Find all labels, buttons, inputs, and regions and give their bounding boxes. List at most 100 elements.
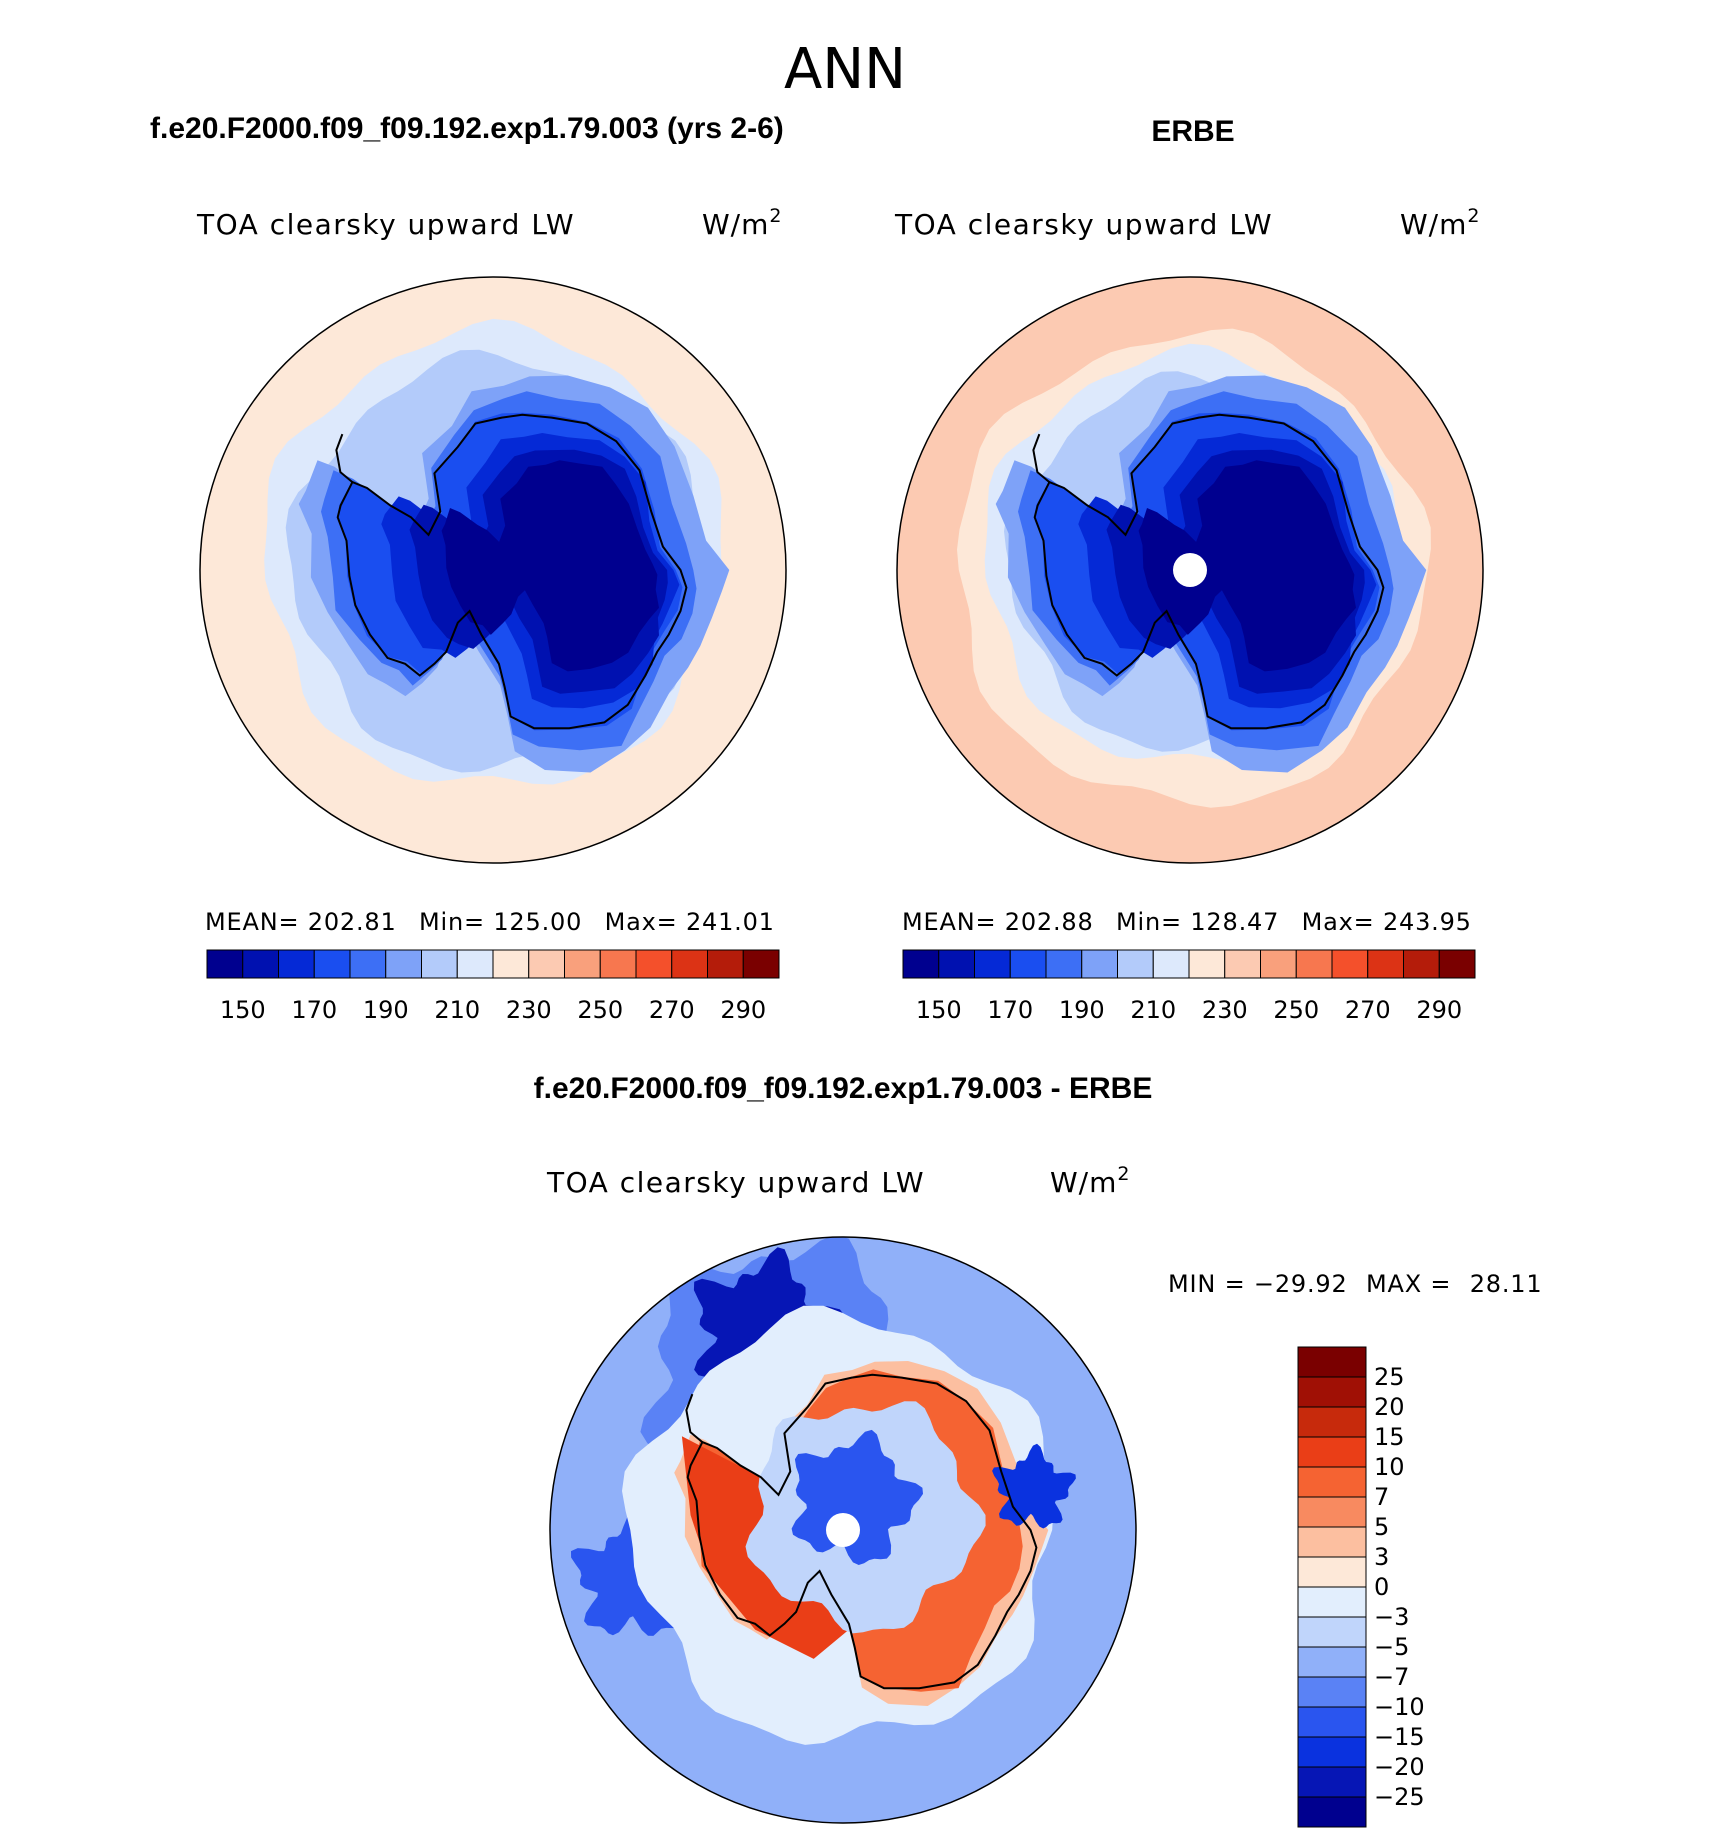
panel-a-max-label: Max= [605,908,678,936]
panel-b-stats: MEAN= 202.88 Min= 128.47 Max= 243.95 [902,908,1472,936]
panel-b-colorbar-box [1367,949,1404,979]
panel-b-colorbar-box [1009,949,1047,979]
panel-b-units: W/m2 [1400,205,1481,241]
panel-b-max-label: Max= [1302,908,1375,936]
panel-a-colorbar-box [421,949,458,979]
panel-c-colorbar-box [1297,1346,1367,1378]
panel-a-units-base: W/m [702,208,769,241]
panel-c-colorbar-box [1297,1676,1367,1708]
panel-b-colorbar-tick-label: 270 [1345,996,1391,1024]
panel-c-colorbar-tick-label: −5 [1374,1633,1409,1661]
panel-c-map-border [549,1236,1137,1824]
panel-c-colorbar-tick-label: 5 [1374,1513,1389,1541]
panel-a-colorbar-tick-label: 170 [291,996,337,1024]
panel-a-colorbar-box [492,949,530,979]
panel-b-colorbar-box [1331,949,1369,979]
page-title: ANN [784,37,906,102]
panel-c-colorbar-box [1297,1406,1367,1438]
panel-c-colorbar-box [1297,1796,1367,1828]
panel-a-units: W/m2 [702,205,783,241]
panel-c-colorbar-tick-label: 20 [1374,1393,1405,1421]
panel-a-colorbar-box [349,949,387,979]
panel-a-colorbar-box [278,949,315,979]
panel-b-mean-value: 202.88 [1005,908,1094,936]
panel-a-map [200,277,786,863]
panel-b-colorbar-tick-label: 230 [1202,996,1248,1024]
panel-c-colorbar-box [1297,1736,1367,1768]
panel-a-min-label: Min= [419,908,485,936]
panel-c-subtitle: f.e20.F2000.f09_f09.192.exp1.79.003 - ER… [534,1072,1153,1105]
panel-b-min-value: 128.47 [1190,908,1279,936]
panel-c-colorbar-box [1297,1376,1367,1408]
panel-c-stats: MIN = −29.92 MAX = 28.11 [1168,1270,1542,1298]
panel-a-min-value: 125.00 [493,908,582,936]
panel-a-colorbar: 150 170 190 210 230 250 270 290 [206,949,780,1024]
panel-b-pole-hole [1173,553,1207,587]
panel-b-colorbar-tick-label: 190 [1059,996,1105,1024]
panel-c-map [550,1237,1136,1823]
panel-b-colorbar-box [938,949,975,979]
panel-c-colorbar-box [1297,1616,1367,1648]
panel-b-peninsula-coast [1032,433,1051,483]
panel-b-colorbar-box [1045,949,1083,979]
panel-a-colorbar-box [242,949,279,979]
panel-a-colorbar-box [206,949,244,979]
panel-b-colorbar-box [974,949,1011,979]
panel-c-colorbar-box [1297,1436,1367,1468]
panel-c-pole-hole [826,1513,860,1547]
panel-a-colorbar-tick-label: 290 [720,996,766,1024]
panel-a-mean-label: MEAN= [205,908,299,936]
panel-c-units-base: W/m [1050,1166,1117,1199]
panel-c-colorbar-tick-label: 0 [1374,1573,1389,1601]
panel-b-colorbar-box [1403,949,1440,979]
panel-c-colorbar-box [1297,1466,1367,1498]
panel-c-colorbar-box [1297,1646,1367,1678]
panel-c-max-label: MAX = [1366,1270,1451,1298]
panel-c-colorbar-box [1297,1556,1367,1588]
panel-a-stats: MEAN= 202.81 Min= 125.00 Max= 241.01 [205,908,775,936]
panel-a-colorbar-box [742,949,780,979]
panel-a-field-core [441,460,659,672]
panel-b-colorbar: 150 170 190 210 230 250 270 290 [902,949,1476,1024]
panel-b-map [897,277,1483,863]
panel-c-units: W/m2 [1050,1163,1131,1199]
panel-a-subtitle: f.e20.F2000.f09_f09.192.exp1.79.003 (yrs… [150,112,784,145]
panel-c-colorbar-tick-label: 3 [1374,1543,1389,1571]
panel-a-variable: TOA clearsky upward LW [196,208,575,241]
panel-b-colorbar-box [1117,949,1154,979]
panel-c-colorbar-box [1297,1706,1367,1738]
panel-b-colorbar-box [1438,949,1476,979]
panel-a-colorbar-tick-label: 230 [506,996,552,1024]
panel-b-colorbar-tick-label: 290 [1416,996,1462,1024]
panel-c-variable: TOA clearsky upward LW [546,1166,925,1199]
panel-c-colorbar-tick-label: 15 [1374,1423,1405,1451]
panel-c-min-value: −29.92 [1254,1270,1348,1298]
panel-c-colorbar-box [1297,1526,1367,1558]
panel-b-colorbar-box [1081,949,1118,979]
panel-c-units-sup: 2 [1117,1163,1130,1185]
panel-a-map-border [199,276,787,864]
panel-c-max-value: 28.11 [1470,1270,1543,1298]
panel-b-colorbar-tick-label: 150 [916,996,962,1024]
panel-a-colorbar-box [528,949,565,979]
panel-a-peninsula-coast [335,433,354,483]
panel-b-colorbar-box [1260,949,1297,979]
panel-b-colorbar-tick-label: 170 [987,996,1033,1024]
panel-c-colorbar-tick-label: 25 [1374,1363,1405,1391]
panel-a-colorbar-box [313,949,351,979]
panel-c-coastline [686,1373,1038,1690]
panel-c-peninsula-coast [685,1393,704,1443]
panel-a-colorbar-tick-label: 250 [577,996,623,1024]
panel-c-colorbar-box [1297,1766,1367,1798]
panel-b-colorbar-box [902,949,940,979]
panel-c-colorbar-tick-label: −20 [1374,1753,1425,1781]
panel-a-colorbar-tick-label: 210 [434,996,480,1024]
panel-a-colorbar-box [671,949,708,979]
panel-c-colorbar-tick-label: −10 [1374,1693,1425,1721]
panel-b-max-value: 243.95 [1383,908,1472,936]
panel-b-colorbar-tick-label: 250 [1273,996,1319,1024]
panel-b-map-border [896,276,1484,864]
panel-c-field-interior-2 [791,1429,923,1565]
